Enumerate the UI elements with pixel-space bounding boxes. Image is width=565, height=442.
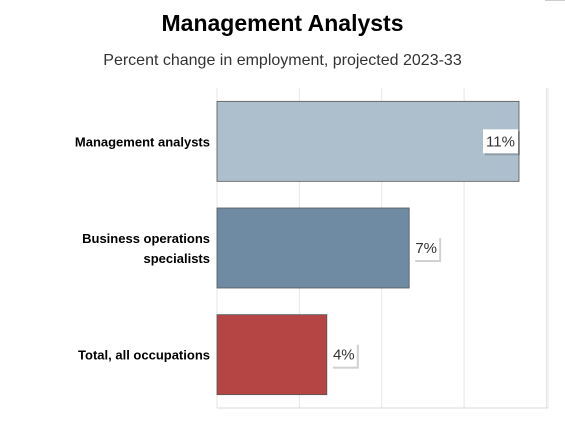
value-labels: 11% 7% 4% — [330, 129, 520, 369]
category-label-line: Business operations — [82, 231, 210, 246]
bars-group — [216, 100, 520, 396]
chart-title: Management Analysts — [161, 10, 404, 36]
category-label: Management analysts — [75, 134, 210, 149]
value-label-box — [413, 236, 440, 260]
category-label: Total, all occupations — [78, 348, 210, 363]
value-label-box — [330, 342, 357, 367]
value-label: 7% — [415, 240, 437, 257]
category-label-line: specialists — [144, 251, 211, 266]
value-label-box — [483, 129, 518, 154]
category-label-line: Management analysts — [75, 134, 210, 149]
category-label-line: Total, all occupations — [78, 348, 210, 363]
bar — [216, 207, 410, 289]
bar — [216, 314, 328, 396]
category-labels: Management analysts Business operations sp… — [75, 134, 210, 362]
bar — [216, 100, 520, 182]
top-border-line — [545, 0, 565, 1]
value-label: 11% — [486, 133, 515, 150]
category-label: Business operations specialists — [82, 231, 210, 266]
chart-subtitle: Percent change in employment, projected … — [103, 52, 462, 69]
value-label: 4% — [333, 347, 355, 364]
